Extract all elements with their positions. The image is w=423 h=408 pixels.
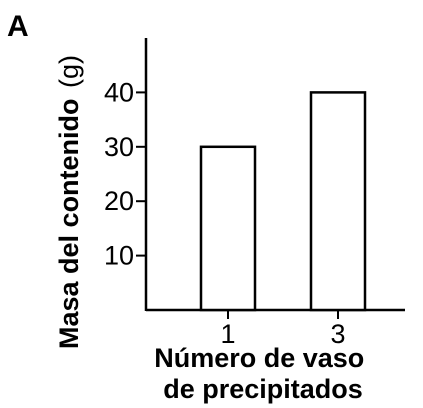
x-axis-label-line-2: de precipitados bbox=[163, 374, 363, 404]
y-tick-label-10: 10 bbox=[104, 241, 134, 271]
y-tick-label-40: 40 bbox=[104, 77, 134, 107]
y-axis-label-unit: (g) bbox=[54, 55, 84, 88]
bars bbox=[199, 91, 367, 312]
y-axis-label: Masa del contenido (g) bbox=[54, 55, 84, 349]
y-tick-label-30: 30 bbox=[104, 132, 134, 162]
y-ticks: 10 20 30 40 bbox=[104, 77, 146, 271]
y-tick-label-20: 20 bbox=[104, 186, 134, 216]
panel-label: A bbox=[7, 10, 29, 43]
svg-text:Masa del contenido (g): Masa del contenido (g) bbox=[54, 55, 84, 349]
x-axis-label-line-1: Número de vaso bbox=[154, 343, 364, 373]
x-axis-label: Número de vaso de precipitados bbox=[154, 343, 372, 404]
x-tick-label-1: 1 bbox=[220, 319, 235, 349]
x-tick-label-3: 3 bbox=[330, 319, 345, 349]
bar-3 bbox=[309, 91, 367, 312]
bar-1 bbox=[199, 145, 257, 312]
y-axis-label-text: Masa del contenido bbox=[54, 98, 84, 349]
